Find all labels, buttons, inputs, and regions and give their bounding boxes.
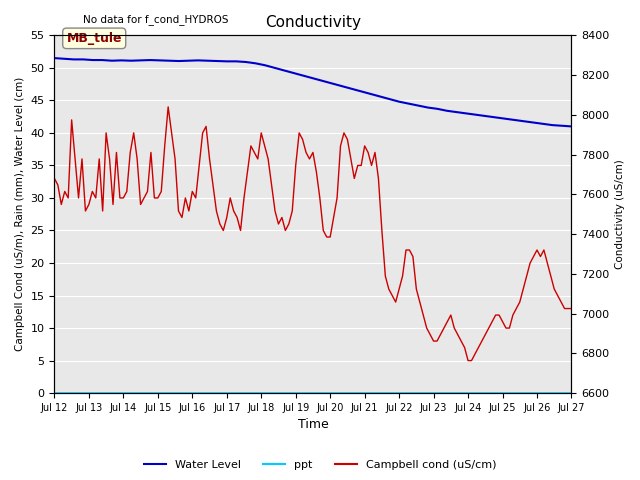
X-axis label: Time: Time <box>298 419 328 432</box>
Text: MB_tule: MB_tule <box>67 32 122 45</box>
Title: Conductivity: Conductivity <box>265 15 361 30</box>
Text: No data for f_cond_HYDROS: No data for f_cond_HYDROS <box>83 14 228 25</box>
Legend: Water Level, ppt, Campbell cond (uS/cm): Water Level, ppt, Campbell cond (uS/cm) <box>140 456 500 474</box>
Y-axis label: Conductivity (uS/cm): Conductivity (uS/cm) <box>615 159 625 269</box>
Y-axis label: Campbell Cond (uS/m), Rain (mm), Water Level (cm): Campbell Cond (uS/m), Rain (mm), Water L… <box>15 77 25 351</box>
